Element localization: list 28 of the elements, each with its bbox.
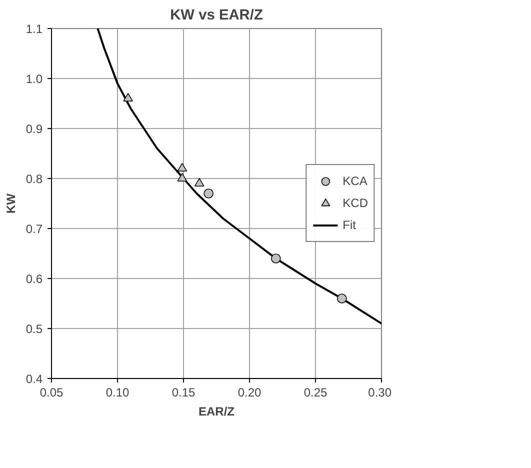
point xyxy=(177,162,188,172)
point xyxy=(194,178,204,186)
y-tick-label: 0.9 xyxy=(26,122,43,136)
y-axis-title: KW xyxy=(4,192,18,214)
legend-label: Fit xyxy=(342,218,357,232)
point xyxy=(123,92,133,102)
point xyxy=(204,188,214,198)
x-tick-label: 0.15 xyxy=(172,386,196,400)
y-tick-label: 0.8 xyxy=(26,172,43,186)
x-tick-label: 0.30 xyxy=(368,386,392,400)
legend-label: KCA xyxy=(342,174,368,188)
legend-label: KCD xyxy=(342,196,368,210)
line-series xyxy=(96,28,382,324)
y-tick-label: 0.7 xyxy=(26,222,43,236)
y-tick-label: 1.0 xyxy=(26,72,43,86)
chart-title: KW vs EAR/Z xyxy=(170,8,263,24)
y-tick-label: 1.1 xyxy=(26,22,43,36)
x-tick-label: 0.25 xyxy=(304,386,328,400)
x-axis-title: EAR/Z xyxy=(198,404,234,418)
point xyxy=(177,172,188,182)
x-tick-label: 0.20 xyxy=(238,386,262,400)
point xyxy=(271,254,281,264)
point xyxy=(337,294,347,304)
x-tick-label: 0.10 xyxy=(106,386,130,400)
y-tick-label: 0.4 xyxy=(26,372,43,386)
y-tick-label: 0.5 xyxy=(26,322,43,336)
x-tick-label: 0.05 xyxy=(40,386,64,400)
y-tick-label: 0.6 xyxy=(26,272,43,286)
